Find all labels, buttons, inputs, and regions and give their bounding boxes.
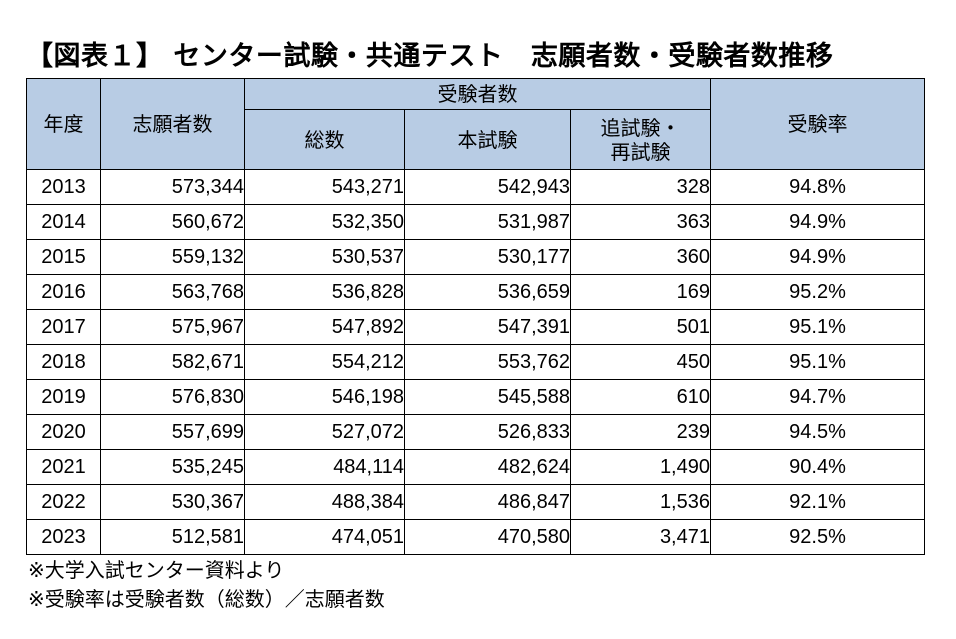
cell-total: 554,212 <box>244 344 405 380</box>
cell-makeup-exam: 239 <box>570 414 711 450</box>
cell-applicants: 530,367 <box>100 484 245 520</box>
table-row: 2022 530,367 488,384 486,847 1,536 92.1% <box>26 484 925 520</box>
cell-main-exam: 482,624 <box>404 449 571 485</box>
cell-main-exam: 547,391 <box>404 309 571 345</box>
cell-main-exam: 542,943 <box>404 169 571 205</box>
cell-total: 527,072 <box>244 414 405 450</box>
cell-rate: 95.1% <box>710 344 925 380</box>
table-row: 2023 512,581 474,051 470,580 3,471 92.5% <box>26 519 925 555</box>
page-title: 【図表１】 センター試験・共通テスト 志願者数・受験者数推移 <box>26 41 834 72</box>
cell-makeup-exam: 1,536 <box>570 484 711 520</box>
cell-applicants: 563,768 <box>100 274 245 310</box>
footnotes: ※大学入試センター資料より ※受験率は受験者数（総数）／志願者数 <box>28 556 385 614</box>
cell-year: 2015 <box>26 239 101 275</box>
cell-year: 2023 <box>26 519 101 555</box>
cell-rate: 94.8% <box>710 169 925 205</box>
cell-total: 530,537 <box>244 239 405 275</box>
cell-year: 2019 <box>26 379 101 415</box>
cell-main-exam: 470,580 <box>404 519 571 555</box>
cell-total: 546,198 <box>244 379 405 415</box>
header-rate: 受験率 <box>710 78 925 170</box>
cell-total: 474,051 <box>244 519 405 555</box>
cell-makeup-exam: 169 <box>570 274 711 310</box>
cell-applicants: 576,830 <box>100 379 245 415</box>
cell-rate: 94.9% <box>710 239 925 275</box>
table-body: 2013 573,344 543,271 542,943 328 94.8% 2014 560… <box>26 169 925 555</box>
header-applicants: 志願者数 <box>100 78 245 170</box>
cell-year: 2020 <box>26 414 101 450</box>
cell-rate: 94.5% <box>710 414 925 450</box>
header-examinees-group: 受験者数 <box>244 78 711 110</box>
cell-year: 2021 <box>26 449 101 485</box>
table-row: 2021 535,245 484,114 482,624 1,490 90.4% <box>26 449 925 485</box>
cell-year: 2013 <box>26 169 101 205</box>
cell-total: 484,114 <box>244 449 405 485</box>
cell-applicants: 575,967 <box>100 309 245 345</box>
cell-applicants: 557,699 <box>100 414 245 450</box>
cell-rate: 92.1% <box>710 484 925 520</box>
header-main-exam: 本試験 <box>404 109 571 170</box>
data-table: 年度 志願者数 受験者数 受験率 総数 本試験 追試験・ 再試験 2013 573… <box>26 78 925 555</box>
cell-makeup-exam: 610 <box>570 379 711 415</box>
cell-total: 532,350 <box>244 204 405 240</box>
header-total: 総数 <box>244 109 405 170</box>
cell-rate: 94.9% <box>710 204 925 240</box>
table-row: 2014 560,672 532,350 531,987 363 94.9% <box>26 204 925 240</box>
cell-rate: 90.4% <box>710 449 925 485</box>
cell-rate: 92.5% <box>710 519 925 555</box>
cell-year: 2014 <box>26 204 101 240</box>
cell-main-exam: 553,762 <box>404 344 571 380</box>
table-row: 2016 563,768 536,828 536,659 169 95.2% <box>26 274 925 310</box>
cell-makeup-exam: 3,471 <box>570 519 711 555</box>
table-row: 2013 573,344 543,271 542,943 328 94.8% <box>26 169 925 205</box>
cell-total: 488,384 <box>244 484 405 520</box>
cell-rate: 95.2% <box>710 274 925 310</box>
cell-rate: 95.1% <box>710 309 925 345</box>
footnote-rate-definition: ※受験率は受験者数（総数）／志願者数 <box>28 587 385 611</box>
cell-applicants: 535,245 <box>100 449 245 485</box>
cell-total: 547,892 <box>244 309 405 345</box>
cell-applicants: 573,344 <box>100 169 245 205</box>
cell-makeup-exam: 360 <box>570 239 711 275</box>
cell-applicants: 560,672 <box>100 204 245 240</box>
table-row: 2018 582,671 554,212 553,762 450 95.1% <box>26 344 925 380</box>
cell-makeup-exam: 363 <box>570 204 711 240</box>
cell-applicants: 512,581 <box>100 519 245 555</box>
cell-main-exam: 531,987 <box>404 204 571 240</box>
header-makeup-line2: 再試験 <box>610 139 671 164</box>
cell-main-exam: 536,659 <box>404 274 571 310</box>
cell-makeup-exam: 1,490 <box>570 449 711 485</box>
cell-main-exam: 486,847 <box>404 484 571 520</box>
cell-makeup-exam: 450 <box>570 344 711 380</box>
header-makeup-line1: 追試験・ <box>600 115 681 140</box>
table-row: 2015 559,132 530,537 530,177 360 94.9% <box>26 239 925 275</box>
table-row: 2020 557,699 527,072 526,833 239 94.5% <box>26 414 925 450</box>
table-row: 2019 576,830 546,198 545,588 610 94.7% <box>26 379 925 415</box>
cell-makeup-exam: 328 <box>570 169 711 205</box>
cell-applicants: 559,132 <box>100 239 245 275</box>
footnote-source: ※大学入試センター資料より <box>28 558 285 582</box>
header-makeup-exam: 追試験・ 再試験 <box>570 109 711 170</box>
header-year: 年度 <box>26 78 101 170</box>
cell-year: 2018 <box>26 344 101 380</box>
cell-main-exam: 530,177 <box>404 239 571 275</box>
cell-total: 543,271 <box>244 169 405 205</box>
cell-year: 2022 <box>26 484 101 520</box>
cell-total: 536,828 <box>244 274 405 310</box>
cell-main-exam: 545,588 <box>404 379 571 415</box>
cell-main-exam: 526,833 <box>404 414 571 450</box>
cell-year: 2017 <box>26 309 101 345</box>
cell-rate: 94.7% <box>710 379 925 415</box>
cell-applicants: 582,671 <box>100 344 245 380</box>
table-row: 2017 575,967 547,892 547,391 501 95.1% <box>26 309 925 345</box>
cell-makeup-exam: 501 <box>570 309 711 345</box>
cell-year: 2016 <box>26 274 101 310</box>
